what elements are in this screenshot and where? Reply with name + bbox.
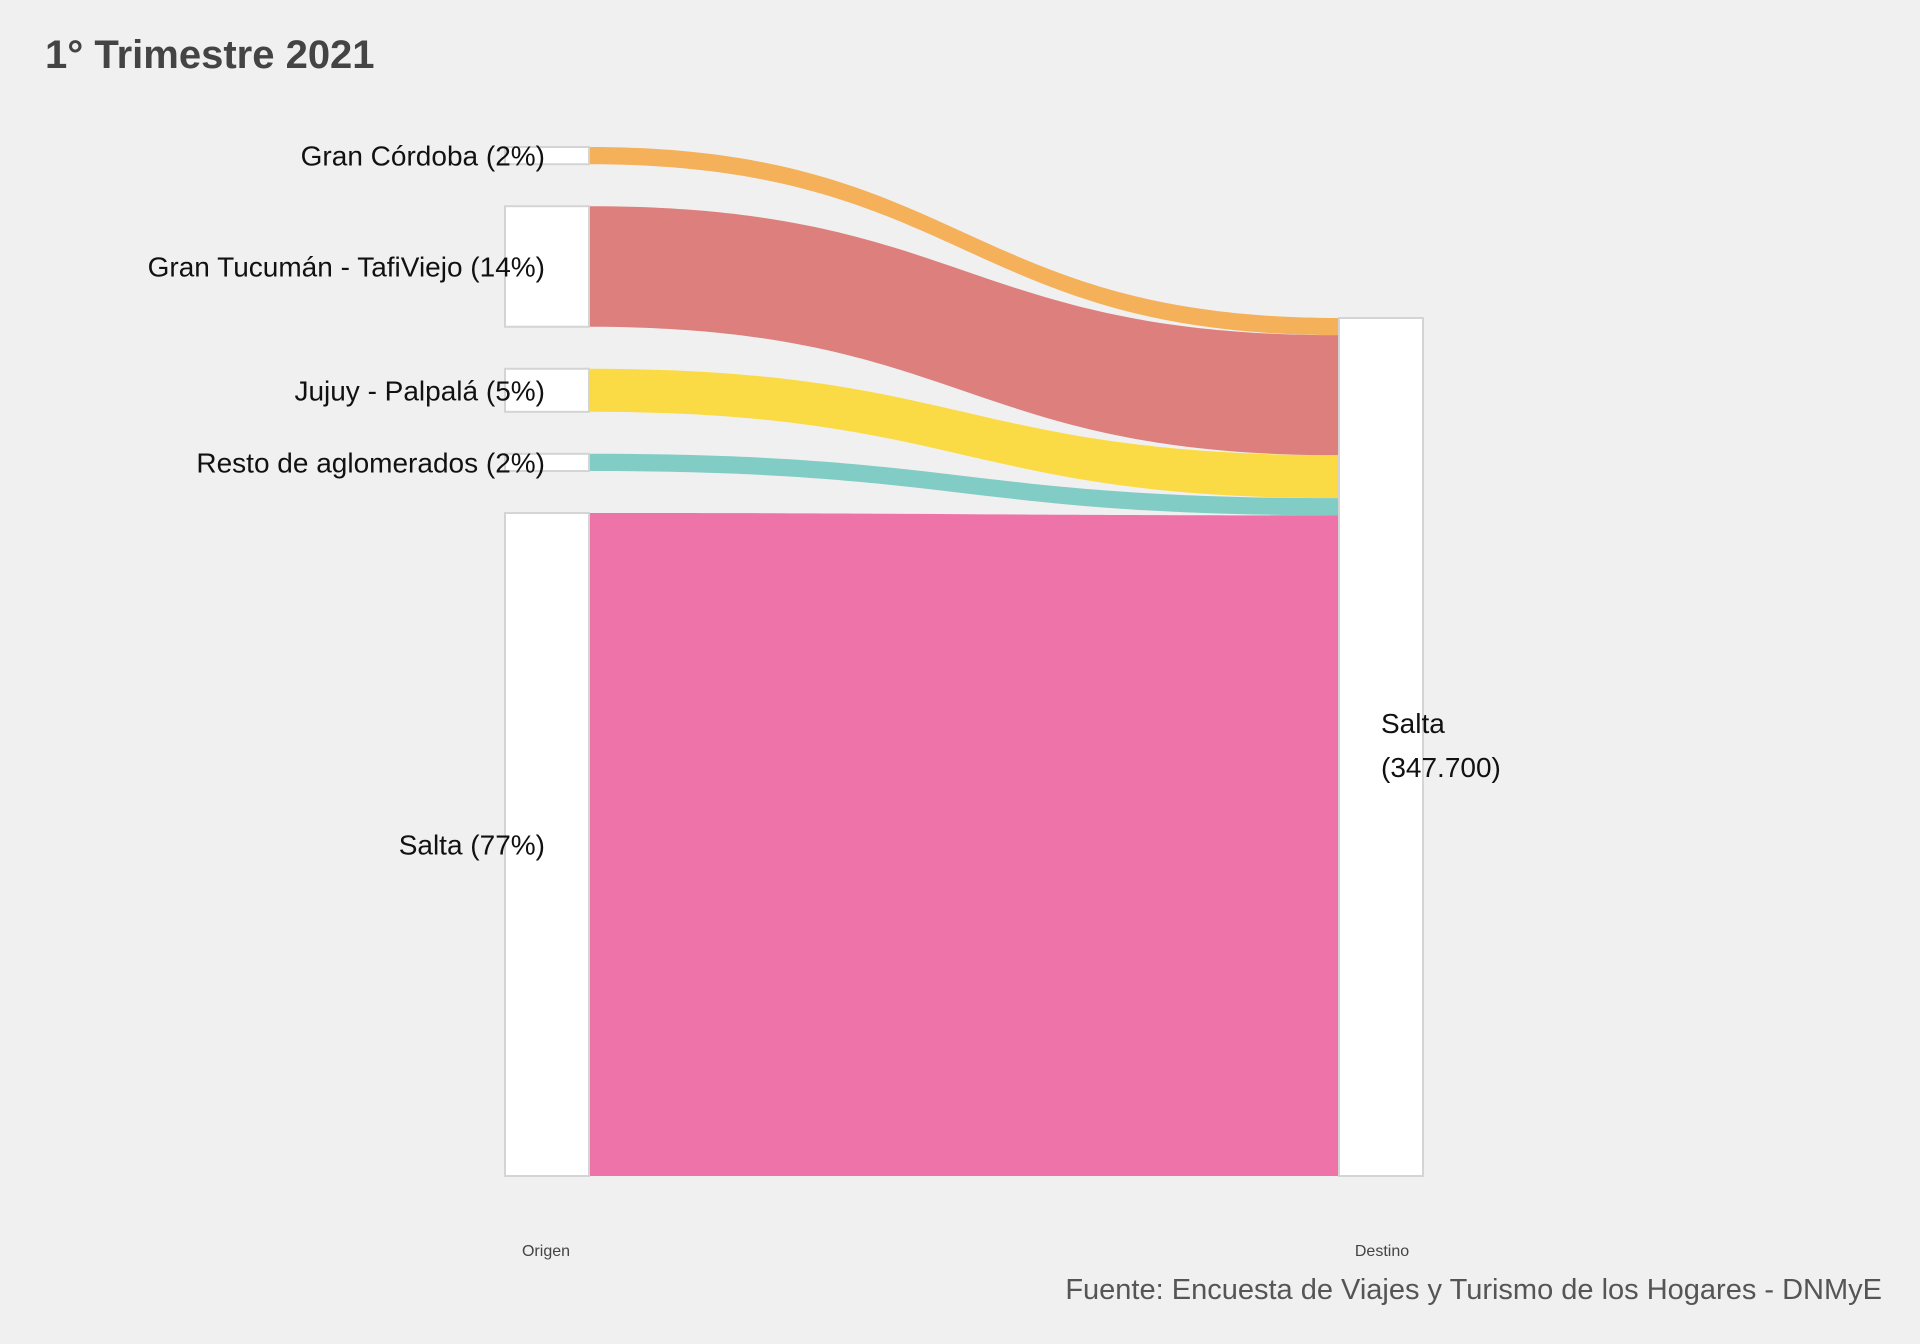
origin-label-3: Resto de aglomerados (2%) (196, 447, 545, 478)
destination-label: Salta (1381, 708, 1445, 739)
flows-group (589, 147, 1339, 1176)
flow-band-4 (589, 513, 1339, 1176)
origin-label-4: Salta (77%) (399, 830, 545, 861)
flow-band-0 (589, 147, 1339, 336)
origin-label-2: Jujuy - Palpalá (5%) (294, 375, 545, 406)
axis-label-destino: Destino (1355, 1243, 1409, 1260)
origin-node-4 (504, 512, 590, 1177)
axis-label-origen: Origen (522, 1243, 570, 1260)
chart-caption: Fuente: Encuesta de Viajes y Turismo de … (1065, 1274, 1882, 1306)
flow-band-1 (589, 206, 1339, 456)
origin-label-1: Gran Tucumán - TafiViejo (14%) (148, 251, 545, 282)
labels-group: Gran Córdoba (2%) Gran Tucumán - TafiViej… (148, 141, 1501, 861)
origin-node-1 (504, 205, 590, 328)
flow-band-3 (589, 453, 1339, 516)
origin-node-3 (504, 452, 590, 473)
origin-node-2 (504, 367, 590, 413)
origin-node-0 (504, 146, 590, 166)
flow-band-2 (589, 368, 1339, 499)
destination-value: (347.700) (1381, 752, 1501, 783)
nodes-group (504, 146, 1424, 1177)
origin-label-0: Gran Córdoba (2%) (301, 141, 545, 172)
destination-node (1338, 317, 1424, 1177)
chart-title: 1° Trimestre 2021 (45, 33, 375, 77)
